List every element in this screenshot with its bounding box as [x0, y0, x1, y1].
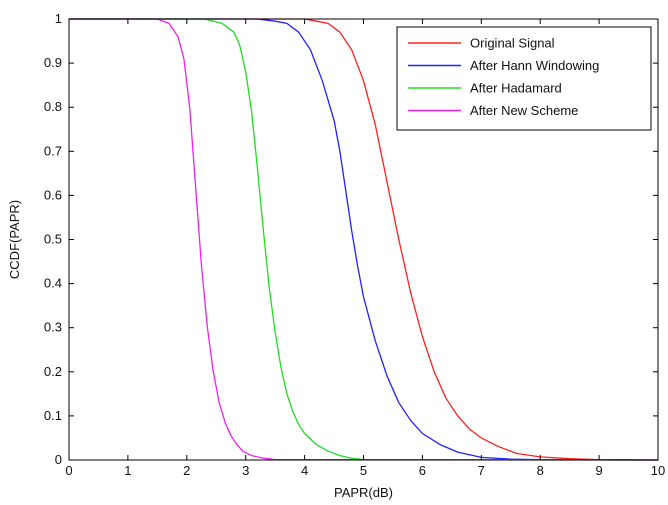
y-tick-label: 0.7 — [44, 143, 62, 158]
y-tick-label: 0.1 — [44, 408, 62, 423]
series-line-4 — [69, 18, 659, 461]
y-axis-label: CCDF(PAPR) — [7, 200, 22, 279]
y-axis-ticks: 0 0.1 0.2 0.3 0.4 0.5 0.6 0.7 0.8 0.9 1 — [44, 11, 658, 467]
y-tick-label: 0 — [55, 452, 62, 467]
series-line-2 — [69, 18, 659, 461]
y-tick-label: 0.6 — [44, 187, 62, 202]
x-tick-label: 10 — [651, 463, 665, 478]
x-tick-label: 5 — [360, 463, 367, 478]
series-line-3 — [69, 18, 659, 461]
legend-label: After Hann Windowing — [470, 58, 599, 73]
y-tick-label: 0.9 — [44, 55, 62, 70]
series-line-1 — [69, 18, 659, 461]
legend-label: Original Signal — [470, 36, 555, 51]
legend-label: After Hadamard — [470, 81, 562, 96]
y-tick-label: 1 — [55, 11, 62, 26]
y-tick-label: 0.3 — [44, 320, 62, 335]
y-tick-label: 0.5 — [44, 232, 62, 247]
x-tick-label: 2 — [183, 463, 190, 478]
x-tick-label: 9 — [595, 463, 602, 478]
legend-box — [396, 26, 652, 131]
x-tick-label: 6 — [419, 463, 426, 478]
x-tick-label: 0 — [65, 463, 72, 478]
x-tick-label: 8 — [537, 463, 544, 478]
x-tick-label: 1 — [124, 463, 131, 478]
legend: Original Signal After Hann Windowing After… — [396, 26, 652, 131]
y-tick-label: 0.2 — [44, 364, 62, 379]
x-tick-label: 4 — [301, 463, 308, 478]
y-tick-label: 0.4 — [44, 276, 62, 291]
y-tick-label: 0.8 — [44, 99, 62, 114]
x-tick-label: 3 — [242, 463, 249, 478]
x-axis-ticks: 0 1 2 3 4 5 6 7 8 9 10 — [65, 19, 665, 478]
x-tick-label: 7 — [478, 463, 485, 478]
legend-label: After New Scheme — [470, 103, 578, 118]
series-layer — [69, 18, 659, 461]
x-axis-label: PAPR(dB) — [334, 485, 393, 500]
